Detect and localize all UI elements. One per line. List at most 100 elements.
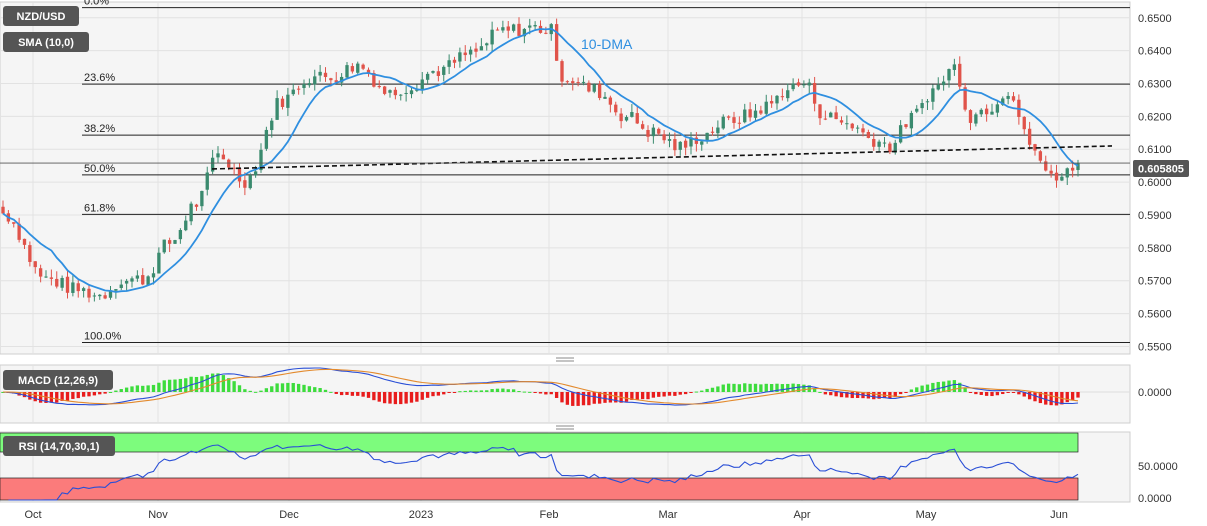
price-horizontal-grid <box>0 17 1130 347</box>
time-tick: Feb <box>540 509 559 521</box>
macd-histogram-bar <box>1070 392 1075 401</box>
macd-histogram-bar <box>350 392 355 396</box>
candle <box>732 111 736 129</box>
candle <box>694 132 699 152</box>
time-tick: Nov <box>148 509 168 521</box>
macd-histogram-bar <box>98 392 102 395</box>
candle <box>576 77 580 87</box>
macd-histogram-bar <box>243 389 247 392</box>
macd-histogram-bar <box>818 391 822 393</box>
candle <box>130 276 134 288</box>
macd-histogram-bar <box>823 392 828 395</box>
macd-badge[interactable] <box>3 370 113 390</box>
macd-histogram-bar <box>361 392 365 397</box>
rsi-badge[interactable] <box>3 436 115 456</box>
time-tick: Apr <box>793 509 810 521</box>
candle <box>393 87 398 100</box>
macd-histogram-bar <box>81 392 86 397</box>
macd-histogram-bar <box>1027 392 1032 400</box>
candle <box>979 108 983 118</box>
macd-histogram-bar <box>463 390 467 392</box>
candle <box>17 217 21 243</box>
candle <box>743 103 747 124</box>
candle <box>651 124 656 144</box>
candle <box>716 120 720 138</box>
macd-histogram-bar <box>38 392 43 403</box>
rsi-badge-label: RSI (14,70,30,1) <box>19 441 100 453</box>
price-tick: 0.5800 <box>1138 243 1172 255</box>
candle <box>296 85 301 95</box>
fib-label: 100.0% <box>84 330 122 342</box>
macd-histogram-bar <box>587 392 591 406</box>
macd-histogram-bar <box>485 390 489 392</box>
macd-histogram-bar <box>415 392 419 402</box>
macd-histogram-bar <box>173 379 177 392</box>
candle <box>388 89 392 98</box>
candle <box>98 294 102 300</box>
candle <box>818 104 822 126</box>
panel-resize-handle-macd[interactable] <box>556 357 574 362</box>
macd-histogram-bar <box>302 384 306 392</box>
macd-histogram-bar <box>22 392 27 398</box>
candle <box>877 139 881 152</box>
macd-histogram-bar <box>1049 392 1053 406</box>
candle <box>33 261 37 274</box>
candle <box>103 292 107 300</box>
macd-histogram-bar <box>162 380 166 392</box>
panel-resize-handle-rsi[interactable] <box>556 425 574 430</box>
candle <box>640 120 645 130</box>
candle <box>114 289 118 299</box>
macd-histogram-bar <box>135 385 140 392</box>
candle <box>76 280 80 298</box>
macd-histogram-bar <box>157 382 161 392</box>
candle <box>657 127 661 136</box>
macd-histogram-bar <box>291 382 295 392</box>
candle <box>173 239 177 245</box>
macd-histogram-bar <box>995 392 1000 396</box>
macd-histogram-bar <box>673 392 677 396</box>
macd-histogram-bar <box>630 392 634 401</box>
macd-histogram-bar <box>732 383 736 392</box>
symbol-badge[interactable] <box>3 6 79 26</box>
macd-histogram-bar <box>108 391 113 393</box>
macd-histogram-bar <box>571 392 575 406</box>
macd-histogram-bar <box>356 392 360 396</box>
candle <box>415 84 419 93</box>
candlestick-series <box>1 17 1080 303</box>
candle <box>700 139 704 151</box>
candle <box>673 132 677 156</box>
macd-histogram-bar <box>898 392 903 395</box>
candle <box>619 108 623 129</box>
candle <box>990 103 994 115</box>
macd-histogram-bar <box>103 392 107 394</box>
sma-badge[interactable] <box>3 32 89 52</box>
macd-histogram-bar <box>184 378 188 392</box>
macd-histogram-bar <box>646 392 650 400</box>
macd-histogram-bar <box>205 374 209 392</box>
macd-histogram-bar <box>775 383 779 392</box>
macd-panel <box>0 364 1131 424</box>
candle <box>565 80 570 85</box>
candle <box>350 63 355 74</box>
macd-histogram-bar <box>560 392 564 403</box>
macd-histogram-bar <box>743 383 747 392</box>
macd-histogram-bar <box>447 392 451 393</box>
macd-histogram-bar <box>194 376 199 392</box>
macd-histogram-bar <box>345 392 349 395</box>
macd-histogram-bar <box>329 391 333 393</box>
macd-histogram-bar <box>458 391 462 393</box>
candle <box>71 275 75 297</box>
macd-histogram-bar <box>1033 392 1037 402</box>
candle <box>119 279 123 291</box>
candle <box>786 83 790 102</box>
candle <box>157 247 161 274</box>
macd-histogram-bar <box>979 392 983 395</box>
price-badge-label: 0.605805 <box>1138 164 1184 176</box>
macd-histogram-bar <box>1022 392 1026 397</box>
candle <box>302 79 306 95</box>
price-tick: 0.5700 <box>1138 276 1172 288</box>
macd-histogram-bar <box>1065 392 1069 403</box>
candle <box>275 90 279 120</box>
candle <box>721 114 725 130</box>
macd-histogram-bar <box>339 392 344 396</box>
